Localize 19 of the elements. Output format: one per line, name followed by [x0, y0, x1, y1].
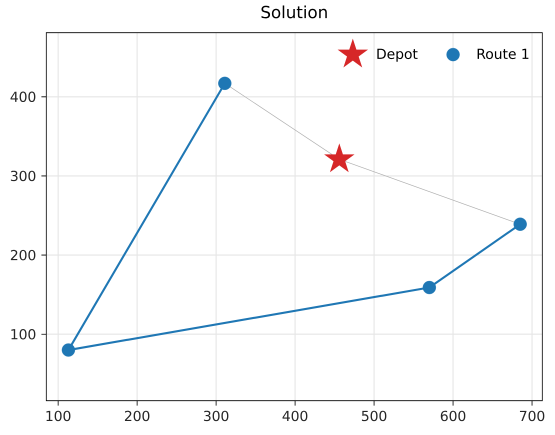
x-tick-label: 600: [440, 410, 466, 422]
chart-title: Solution: [262, 5, 327, 18]
x-tick-label: 100: [46, 410, 70, 422]
x-tick-label: 400: [282, 410, 308, 422]
legend-label: Depot: [377, 48, 418, 62]
y-tick-label: 200: [10, 250, 36, 260]
legend-label: Route 1: [478, 48, 528, 60]
point: [218, 76, 232, 90]
x-tick-label: 700: [520, 410, 544, 422]
x-tick-label: 300: [204, 410, 228, 422]
point: [422, 280, 436, 294]
y-tick-label: 100: [11, 328, 36, 340]
point: [324, 143, 355, 172]
x-tick-label: 200: [124, 410, 150, 422]
y-tick-label: 300: [10, 170, 36, 182]
x-tick-label: 500: [362, 410, 386, 422]
y-tick-label: 400: [10, 92, 36, 102]
point: [62, 343, 76, 357]
point: [514, 218, 527, 231]
